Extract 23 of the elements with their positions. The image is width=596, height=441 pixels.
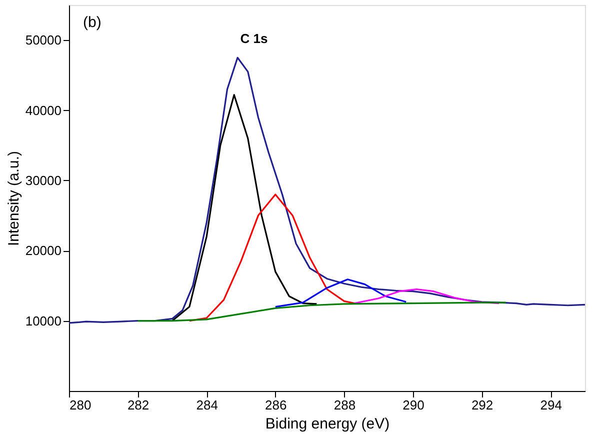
line-series: [274, 278, 407, 308]
x-tick-label: 284: [196, 398, 218, 412]
line-series: [137, 302, 507, 322]
y-tick-label: 20000: [25, 243, 62, 258]
y-tick-label: 30000: [25, 172, 62, 188]
y-tick-label: 40000: [25, 102, 62, 118]
y-tick-label: 50000: [25, 32, 62, 48]
x-tick-label: 290: [402, 398, 424, 412]
y-tick-label: 10000: [25, 313, 62, 328]
line-series: [69, 56, 585, 324]
line-series: [354, 288, 500, 304]
annotation: C 1s: [240, 31, 268, 46]
annotation: (b): [83, 14, 102, 31]
x-tick-label: 294: [540, 398, 562, 412]
x-tick-label: 282: [127, 398, 150, 412]
line-series: [171, 94, 318, 322]
x-tick-label: 280: [70, 398, 92, 412]
x-tick-label: 286: [265, 398, 287, 412]
x-tick-label: 292: [471, 398, 494, 412]
y-axis-title: Intensity (a.u.): [5, 150, 22, 246]
x-axis-title: Biding energy (eV): [265, 416, 390, 432]
line-series: [188, 194, 356, 322]
x-tick-label: 288: [334, 398, 356, 412]
